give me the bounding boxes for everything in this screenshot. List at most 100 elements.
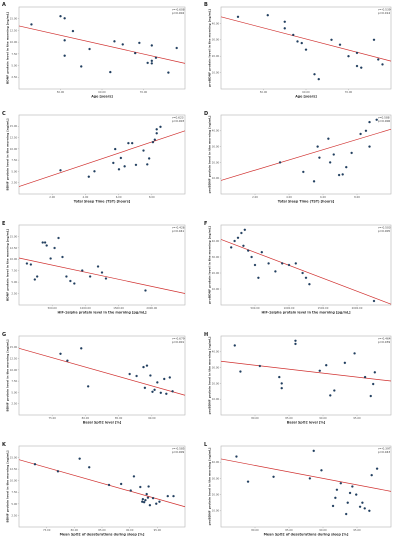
panel-e-data-point <box>100 271 104 274</box>
panel-a-data-point <box>150 44 153 47</box>
panel-e-ytick-label: 2.50 <box>11 291 17 295</box>
panel-a-stat: p=0.004 <box>172 11 184 15</box>
panel-e: E 2.50 5.00 7.50 10.00 12.50 15.00 500.00 1000.0… <box>2 221 186 315</box>
panel-g-ytick-label: 5.00 <box>11 390 17 394</box>
panel-f-data-point <box>301 271 304 275</box>
panel-e-data-point <box>43 241 47 244</box>
panel-g-data-point <box>149 374 152 377</box>
panel-b-data-point <box>266 14 269 17</box>
panel-g-data-point <box>163 377 166 381</box>
panel-a-data-point <box>63 17 66 20</box>
panel-h-data-point <box>343 361 347 365</box>
panel-b-data-point <box>372 38 376 41</box>
panel-f-ylabel: proBDNF protein level in the morning [ng… <box>208 226 212 304</box>
panel-c-ytick-label: 2.50 <box>11 181 17 185</box>
panel-k-stat: r=-0.585 <box>172 447 185 451</box>
panel-k-data-point <box>141 500 144 503</box>
panel-c-ytick-label: 7.50 <box>11 158 17 162</box>
panel-h-xtick-label: 90.00 <box>319 416 327 420</box>
panel-e-data-point <box>25 262 29 265</box>
panel-c-ylabel: BDNF protein level in the morning [ng/mL… <box>6 118 10 191</box>
panel-b-data-point <box>313 73 316 76</box>
panel-h-label: H <box>204 332 208 338</box>
panel-l-data-point <box>368 509 371 512</box>
panel-a-data-point <box>150 62 153 65</box>
panel-d-xtick-label: 4.00 <box>286 195 292 199</box>
panel-h-ylabel: proBDNF protein level in the morning [ng… <box>208 336 212 414</box>
panel-h-xtick-label: 80.00 <box>251 416 259 420</box>
panel-c-data-point <box>123 165 126 168</box>
panel-g-data-point <box>143 386 147 389</box>
panel-c-ytick-label: 10.00 <box>10 147 18 151</box>
panel-e-data-point <box>49 257 52 260</box>
panel-g-xtick-label: 90.00 <box>148 416 156 420</box>
panel-g-label: G <box>2 332 6 338</box>
panel-f-stat: r=-0.503 <box>378 226 391 230</box>
panel-d-stat: r=0.588 <box>378 116 390 120</box>
panel-g-data-point <box>87 385 90 388</box>
panel-c-xtick-label: 4.00 <box>83 195 89 199</box>
panel-e-frame <box>18 224 186 306</box>
panel-b-fit-line <box>220 16 392 62</box>
panel-b-data-point <box>347 55 350 58</box>
panel-g-stat: r=-0.679 <box>172 337 185 341</box>
panel-f-data-point <box>250 255 253 259</box>
panel-d-label: D <box>204 111 208 117</box>
panel-k-data-point <box>107 483 111 487</box>
panel-k-frame <box>18 445 186 528</box>
panel-k-data-point <box>129 489 132 492</box>
panel-l-ylabel: proBDNF protein level in the morning [ng… <box>208 447 212 525</box>
panel-l-data-point <box>375 467 379 470</box>
panel-a-data-point <box>63 54 66 57</box>
panel-e-data-point <box>33 278 36 281</box>
panel-c-data-point <box>148 157 151 160</box>
panel-d-data-point <box>364 129 368 132</box>
panel-f-data-point <box>287 263 291 267</box>
panel-k-ytick-label: 2.50 <box>11 513 17 517</box>
panel-a-data-point <box>80 65 83 68</box>
panel-e-data-point <box>29 263 33 266</box>
panel-e-data-point <box>69 279 72 283</box>
panel-g-fit-line <box>18 348 186 396</box>
panel-b-data-point <box>236 15 240 18</box>
panel-b-data-point <box>360 66 363 69</box>
panel-f-data-point <box>230 246 233 249</box>
panel-b-data-point <box>330 38 333 41</box>
panel-d-data-point <box>368 120 371 124</box>
panel-g-data-point <box>168 376 171 379</box>
panel-k-data-point <box>158 500 161 503</box>
panel-e-xtick-label: 2000.00 <box>146 306 157 310</box>
panel-b-ytick-label: 10.00 <box>212 71 220 75</box>
panel-f-ytick-label: 20.00 <box>212 271 220 275</box>
panel-e-data-point <box>41 241 44 244</box>
panel-k-ylabel: BDNF protein level in the morning [ng/mL… <box>6 450 10 523</box>
panel-c-data-point <box>155 128 158 131</box>
panel-k-ytick-label: 7.50 <box>11 490 17 494</box>
panel-c-ytick-label: 5.00 <box>11 169 17 173</box>
panel-h-data-point <box>278 375 281 379</box>
panel-c-data-point <box>114 147 117 151</box>
panel-f-data-point <box>308 283 311 286</box>
panel-e-ytick-label: 15.00 <box>10 234 18 238</box>
panel-g-data-point <box>151 390 154 393</box>
panel-k-label: K <box>2 442 7 448</box>
panel-a-data-point <box>71 29 75 33</box>
panel-d-xlabel: Total Sleep Time (TST) [hours] <box>278 200 335 204</box>
panel-g-ytick-label: 15.00 <box>10 345 18 349</box>
panel-l-fit-line <box>220 458 392 492</box>
panel-k-data-point <box>166 494 169 498</box>
panel-d-ytick-label: 40.00 <box>212 129 220 133</box>
panel-h-stat: p=0.039 <box>378 340 390 344</box>
panel-h-fit-line <box>220 360 392 382</box>
panel-b-data-point <box>283 20 286 23</box>
panel-b-frame <box>220 6 392 90</box>
panel-g-data-point <box>135 374 138 378</box>
panel-k-xtick-label: 95.00 <box>154 528 162 532</box>
panel-h-xlabel: Basal SpO2 level [%] <box>287 421 326 425</box>
panel-k-data-point <box>145 492 148 496</box>
panel-a-frame <box>18 6 186 90</box>
panel-f-data-point <box>257 276 260 279</box>
panel-b-stat: r=-0.539 <box>378 8 391 12</box>
panel-g-ylabel: BDNF protein level in the morning [ng/mL… <box>6 339 10 412</box>
panel-a-data-point <box>134 51 137 55</box>
